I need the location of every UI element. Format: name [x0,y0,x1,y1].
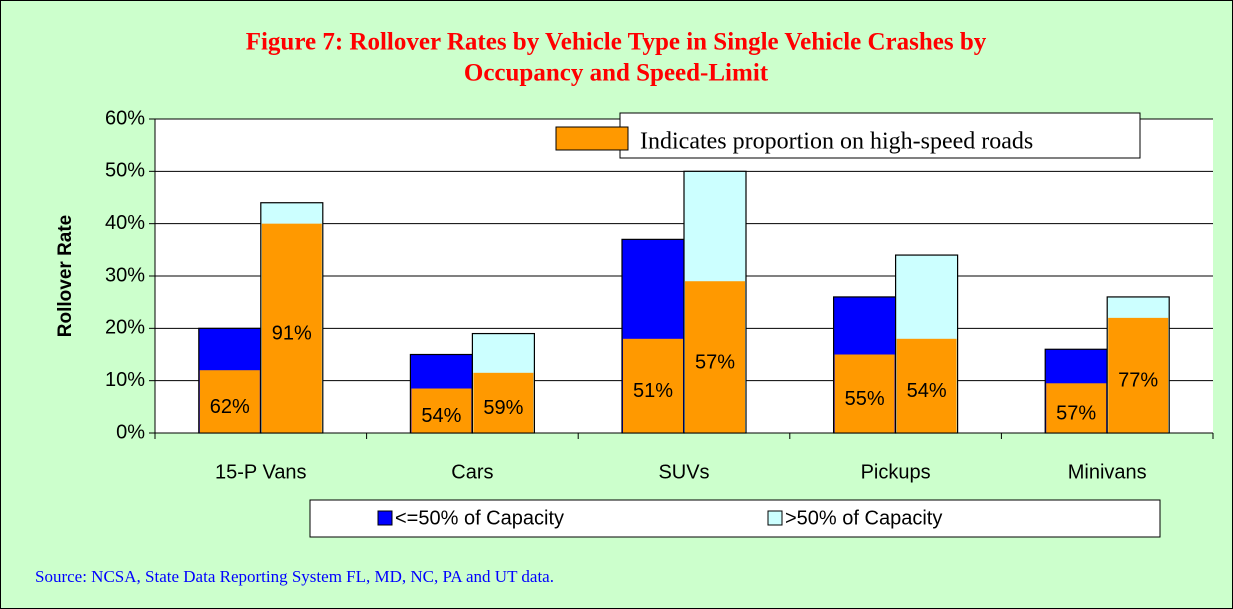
high-speed-bar [411,388,472,433]
y-tick-label: 60% [105,107,145,129]
legend-swatch [377,510,393,526]
high-speed-bar [1046,383,1107,433]
y-tick-label: 20% [105,317,145,339]
x-tick-label: 15-P Vans [215,461,307,483]
data-label: 51% [633,380,673,402]
legend-box [309,499,1161,538]
x-tick-label: Pickups [861,461,931,483]
high-speed-bar [1108,317,1169,433]
chart-title: Figure 7: Rollover Rates by Vehicle Type… [246,29,987,56]
data-label: 55% [845,388,885,410]
high-speed-bar [199,370,260,433]
x-tick-label: Minivans [1068,461,1147,483]
y-axis-label: Rollover Rate [55,215,76,337]
legend-label: <=50% of Capacity [395,507,564,529]
data-label: 57% [1056,402,1096,424]
overlay-legend-label: Indicates proportion on high-speed roads [640,129,1033,155]
data-label: 77% [1118,370,1158,392]
legend-label: >50% of Capacity [785,507,942,529]
high-speed-bar [473,372,534,433]
legend-swatch [767,510,783,526]
y-tick-label: 50% [105,160,145,182]
overlay-legend-box [619,112,1141,159]
data-label: 59% [483,397,523,419]
chart-title: Occupancy and Speed-Limit [464,60,769,87]
data-label: 62% [210,396,250,418]
high-speed-bar [623,338,683,433]
high-speed-bar [685,281,745,433]
y-tick-label: 30% [105,264,145,286]
data-label: 57% [695,351,735,373]
data-label: 54% [421,405,461,427]
y-tick-label: 40% [105,212,145,234]
x-tick-label: Cars [451,461,493,483]
data-label: 54% [907,380,947,402]
high-speed-bar [261,223,322,433]
high-speed-bar [834,354,895,433]
y-tick-label: 10% [105,369,145,391]
overlay-legend-swatch [555,126,629,151]
source: Source: NCSA, State Data Reporting Syste… [35,567,554,586]
data-label: 91% [272,323,312,345]
high-speed-bar [896,338,957,433]
x-tick-label: SUVs [658,461,709,483]
y-tick-label: 0% [116,421,145,443]
